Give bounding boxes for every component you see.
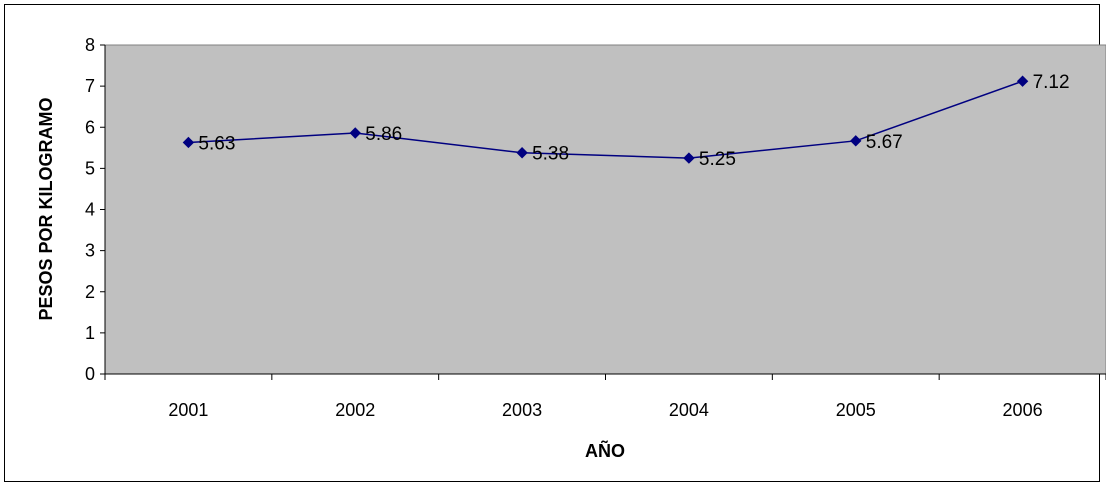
data-labels: 5.63 5.86 5.38 5.25 5.67 7.12 — [198, 72, 1069, 170]
data-point-marker — [516, 147, 528, 159]
data-point-marker — [850, 135, 862, 147]
y-tick-label: 1 — [85, 323, 95, 343]
y-axis-title: PESOS POR KILOGRAMO — [36, 97, 56, 320]
data-label: 5.67 — [866, 132, 903, 153]
data-label: 5.63 — [198, 133, 235, 154]
x-tick-label: 2004 — [669, 400, 709, 420]
x-tick-label: 2005 — [836, 400, 876, 420]
data-point-marker — [1016, 75, 1029, 87]
data-point-marker — [349, 127, 361, 139]
x-tick-label: 2003 — [502, 400, 542, 420]
y-tick-label: 4 — [85, 200, 95, 220]
data-label: 5.38 — [532, 144, 569, 165]
data-label: 5.86 — [365, 124, 402, 145]
data-point-marker — [683, 152, 695, 164]
series-line — [188, 80, 1023, 159]
x-axis: 2001 2002 2003 2004 2005 2006 — [104, 373, 1106, 420]
x-tick-label: 2006 — [1003, 400, 1043, 420]
series-group — [182, 75, 1029, 164]
y-axis: 0 1 2 3 4 5 6 7 8 — [85, 35, 106, 384]
y-tick-label: 0 — [85, 364, 95, 384]
x-tick-label: 2001 — [168, 400, 208, 420]
y-tick-label: 3 — [85, 241, 95, 261]
plot-area — [104, 44, 1106, 375]
y-tick-label: 6 — [85, 117, 95, 137]
y-tick-label: 8 — [85, 35, 95, 55]
data-label: 7.12 — [1033, 72, 1070, 93]
x-tick-label: 2002 — [335, 400, 375, 420]
y-tick-label: 7 — [85, 76, 95, 96]
data-point-marker — [182, 136, 195, 149]
x-axis-title: AÑO — [585, 440, 625, 461]
y-tick-label: 2 — [85, 282, 95, 302]
y-tick-label: 5 — [85, 158, 95, 178]
data-label: 5.25 — [699, 149, 736, 170]
